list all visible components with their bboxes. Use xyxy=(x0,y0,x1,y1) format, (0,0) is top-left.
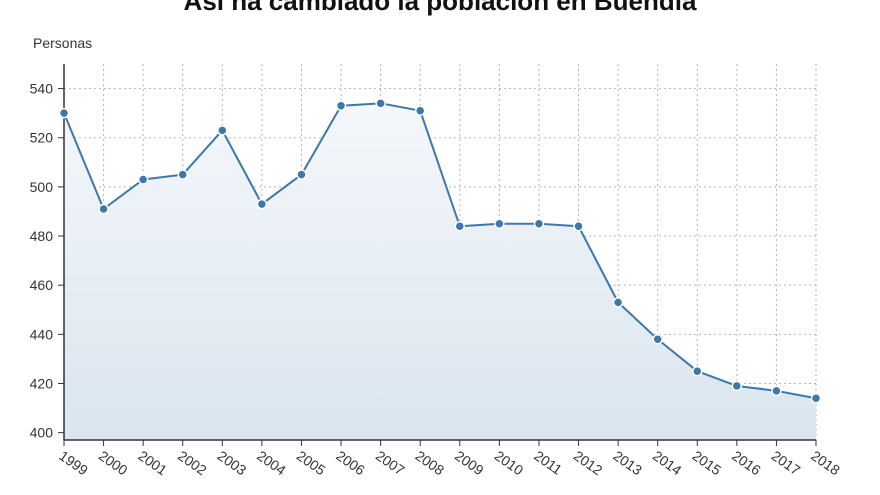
area-fill xyxy=(64,103,816,441)
series-polyline xyxy=(63,102,817,400)
data-points xyxy=(58,98,822,404)
x-tick-label: 2018 xyxy=(808,447,843,478)
x-tick-label: 2010 xyxy=(492,447,527,478)
y-axis-label: Personas xyxy=(33,35,93,51)
data-point-2006 xyxy=(335,100,347,112)
y-tick-label: 420 xyxy=(30,375,54,391)
data-point-2003 xyxy=(217,125,228,136)
series-line xyxy=(63,102,817,400)
x-tick-label: 2001 xyxy=(135,447,170,478)
x-tick-label: 2003 xyxy=(215,447,250,478)
data-point-2000 xyxy=(98,203,109,215)
y-tick-labels: 400 420 440 460 480 500 520 540 xyxy=(30,81,54,441)
x-tick-label: 2007 xyxy=(373,447,408,478)
x-tick-label: 2015 xyxy=(690,447,725,478)
data-point-2010 xyxy=(494,218,505,229)
x-tick-label: 2005 xyxy=(294,447,329,478)
data-point-2017 xyxy=(771,385,782,397)
x-tick-label: 2014 xyxy=(650,447,685,478)
data-point-2014 xyxy=(652,333,663,345)
data-point-2012 xyxy=(573,220,584,232)
y-tick-label: 540 xyxy=(30,81,54,97)
data-point-2013 xyxy=(612,297,624,308)
y-tick-label: 480 xyxy=(30,228,54,244)
x-tick-label: 2013 xyxy=(610,447,645,478)
data-point-1999 xyxy=(58,107,70,119)
x-tick-labels: 1999 2000 2001 2002 2003 2004 2005 2006 2007 2008… xyxy=(56,447,843,478)
data-point-2005 xyxy=(296,169,307,180)
x-tick-label: 2000 xyxy=(96,447,131,478)
data-point-2018 xyxy=(810,392,822,404)
x-tick-label: 2011 xyxy=(531,447,565,477)
x-tick-label: 2004 xyxy=(254,447,289,478)
chart-title: Así ha cambiado la población en Buendía xyxy=(183,0,697,16)
area-path xyxy=(64,103,816,441)
x-tick-label: 2016 xyxy=(729,447,764,478)
data-point-2016 xyxy=(731,380,743,392)
x-tick-label: 2017 xyxy=(769,447,804,478)
x-tick-label: 2008 xyxy=(412,447,447,478)
x-tick-label: 2006 xyxy=(333,447,368,478)
data-point-2015 xyxy=(692,365,703,377)
axes xyxy=(58,64,817,446)
data-point-2007 xyxy=(375,98,386,109)
data-point-2011 xyxy=(533,218,545,229)
data-point-2009 xyxy=(454,220,466,232)
y-tick-label: 400 xyxy=(30,425,54,441)
data-point-2008 xyxy=(414,105,426,116)
x-tick-label: 2002 xyxy=(175,447,210,478)
data-point-2004 xyxy=(256,198,268,210)
data-point-2002 xyxy=(177,169,188,180)
y-tick-label: 460 xyxy=(30,277,54,293)
y-tick-label: 520 xyxy=(30,130,54,146)
data-point-2001 xyxy=(137,174,149,185)
x-tick-label: 1999 xyxy=(56,447,91,478)
y-tick-label: 500 xyxy=(30,179,54,195)
x-tick-label: 2012 xyxy=(571,447,606,478)
x-tick-label: 2009 xyxy=(452,447,487,478)
y-tick-label: 440 xyxy=(30,326,54,342)
